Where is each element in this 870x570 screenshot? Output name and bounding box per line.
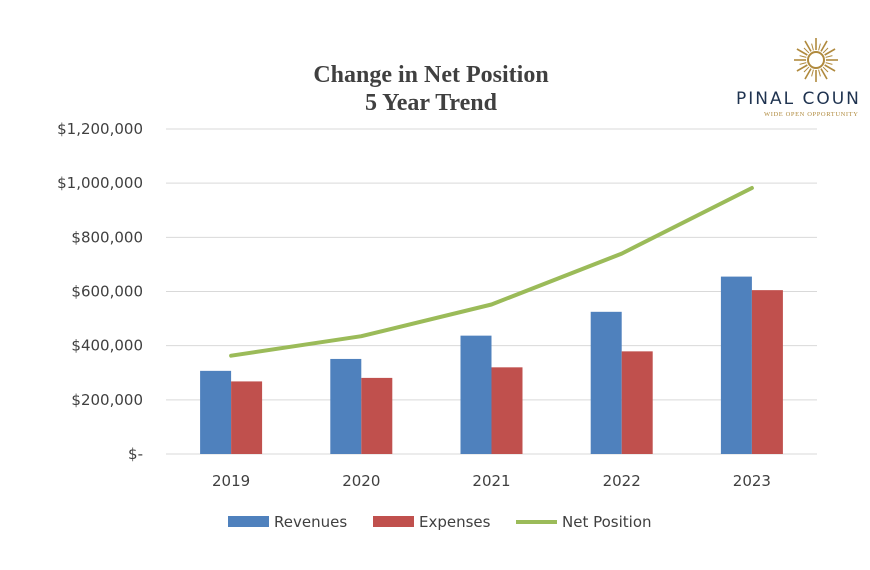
y-tick-label: $- (128, 445, 143, 463)
logo-tagline: WIDE OPEN OPPORTUNITY (764, 111, 859, 118)
sun-ray (804, 68, 812, 80)
sun-ray (804, 40, 812, 52)
bar-expenses-2019 (231, 381, 263, 454)
y-tick-label: $1,200,000 (57, 120, 143, 138)
logo-name: PINAL COUN (736, 89, 861, 109)
sun-ray (811, 43, 814, 51)
legend-label: Net Position (562, 513, 652, 531)
sun-ray (825, 62, 833, 65)
legend-item-net-position: Net Position (516, 513, 652, 531)
y-tick-label: $800,000 (71, 228, 143, 246)
net-position-line-group (229, 186, 754, 358)
sun-ray (803, 66, 810, 73)
legend-swatch (228, 516, 269, 527)
x-tick-label: 2021 (472, 472, 510, 490)
y-axis-ticks: $- $200,000 $400,000 $600,000 $800,000 $1,000… (57, 120, 143, 463)
bar-revenues-2023 (720, 276, 752, 454)
x-tick-label: 2020 (342, 472, 380, 490)
x-axis-ticks: 2019 2020 2021 2022 2023 (212, 472, 771, 490)
bar-revenues-2019 (200, 370, 232, 454)
net-position-line (229, 186, 754, 358)
sun-ray (822, 47, 829, 54)
sun-core (807, 51, 825, 69)
sun-ray (818, 69, 821, 77)
x-tick-label: 2023 (733, 472, 771, 490)
sun-ray (825, 55, 833, 58)
legend-label: Revenues (274, 513, 347, 531)
sun-burst-icon (794, 38, 838, 82)
x-tick-label: 2019 (212, 472, 250, 490)
sun-ray (820, 68, 828, 80)
y-tick-label: $1,000,000 (57, 174, 143, 192)
bar-revenues-2021 (460, 335, 492, 454)
sun-ray (824, 48, 836, 56)
sun-ray (811, 69, 814, 77)
bar-expenses-2023 (751, 290, 783, 454)
sun-ray (818, 43, 821, 51)
bar-expenses-2020 (361, 377, 393, 454)
legend-label: Expenses (419, 513, 491, 531)
chart-title: Change in Net Position (313, 62, 548, 88)
logo: PINAL COUN WIDE OPEN OPPORTUNITY (736, 38, 861, 118)
bars (200, 276, 783, 454)
legend-item-revenues: Revenues (228, 513, 347, 531)
sun-ray (796, 48, 808, 56)
y-tick-label: $200,000 (71, 391, 143, 409)
sun-ray (822, 66, 829, 73)
sun-ray (799, 55, 807, 58)
sun-ray (799, 62, 807, 65)
sun-ray (824, 64, 836, 72)
sun-ray (796, 64, 808, 72)
bar-expenses-2021 (491, 367, 523, 454)
sun-ray (803, 47, 810, 54)
bar-revenues-2022 (590, 311, 622, 454)
sun-ray (820, 40, 828, 52)
bar-expenses-2022 (621, 351, 653, 454)
legend-item-expenses: Expenses (373, 513, 491, 531)
legend-swatch (373, 516, 414, 527)
legend: Revenues Expenses Net Position (228, 513, 652, 531)
x-tick-label: 2022 (603, 472, 641, 490)
y-tick-label: $400,000 (71, 337, 143, 355)
y-tick-label: $600,000 (71, 283, 143, 301)
bar-revenues-2020 (330, 358, 362, 454)
chart-subtitle: 5 Year Trend (365, 90, 498, 116)
